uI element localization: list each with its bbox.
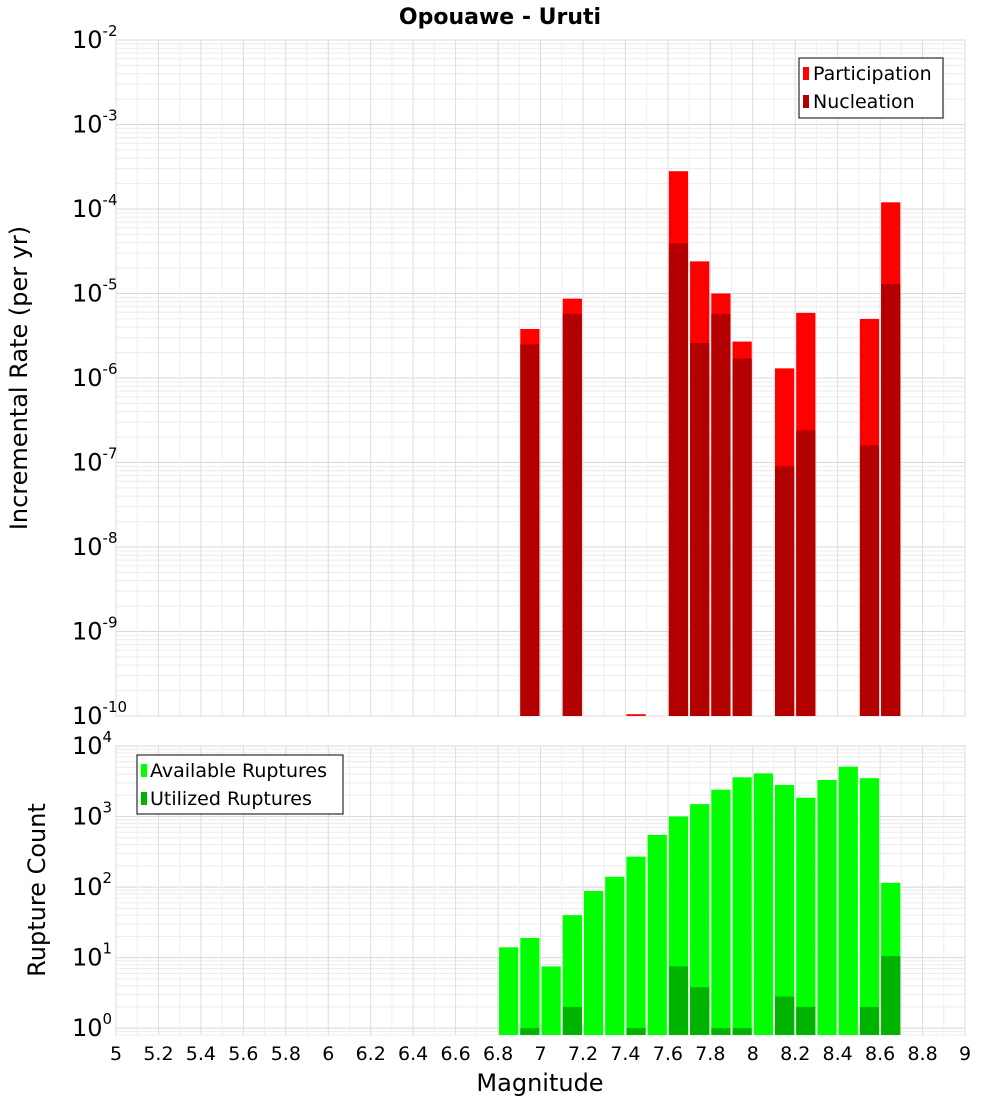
rate-legend-box xyxy=(798,57,944,119)
available-ruptures-bar xyxy=(774,784,795,1035)
utilized-ruptures-bar xyxy=(859,1006,880,1035)
x-tick-label: 8.8 xyxy=(907,1043,937,1065)
x-tick-label: 8.6 xyxy=(865,1043,895,1065)
x-tick-label: 7 xyxy=(534,1043,546,1065)
nucleation-bar xyxy=(520,344,540,716)
available-ruptures-bar xyxy=(626,856,646,1035)
available-ruptures-bar xyxy=(838,766,858,1035)
x-axis-title: Magnitude xyxy=(476,1069,603,1097)
y-tick-label: 10-2 xyxy=(72,22,118,54)
y-tick-label: 10-7 xyxy=(72,445,118,477)
nucleation-bar xyxy=(859,445,880,716)
rate-bars xyxy=(520,171,901,716)
x-tick-label: 7.8 xyxy=(695,1043,725,1065)
utilized-legend-swatch xyxy=(141,792,147,805)
utilized-ruptures-bar xyxy=(690,987,710,1035)
count-bars xyxy=(499,766,901,1035)
utilized-ruptures-bar xyxy=(626,1028,646,1035)
y-tick-label: 102 xyxy=(72,869,112,901)
utilized-ruptures-bar xyxy=(881,956,901,1035)
y-tick-label: 100 xyxy=(72,1010,112,1042)
nucleation-bar xyxy=(796,430,816,716)
rate-y-tick-labels: 10-10 10-9 10-8 10-7 10-6 10-5 10-4 10-3 10-2 xyxy=(72,22,127,730)
y-tick-label: 10-10 xyxy=(72,698,127,730)
x-tick-label: 6.4 xyxy=(398,1043,428,1065)
y-tick-label: 10-5 xyxy=(72,276,118,308)
utilized-ruptures-bar xyxy=(732,1028,752,1035)
count-legend-box xyxy=(136,754,344,815)
y-tick-label: 104 xyxy=(72,728,112,760)
rate-legend: Participation Nucleation xyxy=(798,57,944,119)
utilized-ruptures-bar xyxy=(562,1006,582,1035)
rate-y-axis-title: Incremental Rate (per yr) xyxy=(5,226,33,530)
utilized-ruptures-bar xyxy=(774,996,795,1035)
x-tick-labels: 5 5.2 5.4 5.6 5.8 6 6.2 6.4 6.6 6.8 7 7.2 7.4 7.6 7.8 8… xyxy=(110,1043,971,1065)
y-tick-label: 103 xyxy=(72,799,112,831)
available-ruptures-bar xyxy=(499,947,519,1035)
available-ruptures-bar xyxy=(647,834,667,1035)
available-ruptures-bar xyxy=(583,890,604,1035)
x-tick-label: 7.2 xyxy=(568,1043,598,1065)
count-panel: 100 101 102 103 104 Rupture Count Available … xyxy=(23,728,971,1097)
utilized-ruptures-bar xyxy=(520,1028,540,1035)
x-tick-label: 5.4 xyxy=(186,1043,216,1065)
x-tick-label: 6.6 xyxy=(440,1043,470,1065)
x-tick-label: 6 xyxy=(322,1043,334,1065)
y-tick-label: 10-6 xyxy=(72,360,118,392)
x-tick-label: 5.6 xyxy=(228,1043,258,1065)
x-tick-label: 7.6 xyxy=(653,1043,683,1065)
x-tick-label: 6.8 xyxy=(483,1043,513,1065)
utilized-ruptures-bar xyxy=(668,966,689,1035)
x-tick-label: 9 xyxy=(959,1043,971,1065)
rate-panel: 10-10 10-9 10-8 10-7 10-6 10-5 10-4 10-3 10-2 In… xyxy=(5,22,966,730)
available-ruptures-bar xyxy=(732,777,752,1035)
available-ruptures-bar xyxy=(541,966,561,1035)
available-ruptures-bar xyxy=(817,779,837,1035)
x-tick-label: 6.2 xyxy=(356,1043,386,1065)
utilized-ruptures-bar xyxy=(711,1028,731,1035)
count-legend: Available Ruptures Utilized Ruptures xyxy=(136,754,344,815)
available-ruptures-bar xyxy=(562,915,582,1035)
rate-gridlines xyxy=(115,39,966,717)
y-tick-label: 10-3 xyxy=(72,107,118,139)
nucleation-bar xyxy=(881,283,901,716)
available-ruptures-bar xyxy=(753,773,773,1035)
available-ruptures-bar xyxy=(605,876,625,1035)
x-tick-label: 5 xyxy=(110,1043,122,1065)
y-tick-label: 101 xyxy=(72,940,112,972)
available-ruptures-bar xyxy=(859,778,880,1035)
available-legend-label: Available Ruptures xyxy=(150,760,327,782)
x-tick-label: 5.8 xyxy=(271,1043,301,1065)
x-tick-label: 5.2 xyxy=(143,1043,173,1065)
nucleation-bar xyxy=(562,314,582,716)
utilized-legend-label: Utilized Ruptures xyxy=(150,788,312,810)
available-ruptures-bar xyxy=(796,797,816,1035)
x-tick-label: 7.4 xyxy=(610,1043,640,1065)
count-y-axis-title: Rupture Count xyxy=(23,803,51,977)
y-tick-label: 10-9 xyxy=(72,614,118,646)
nucleation-bar xyxy=(668,243,689,716)
chart-title: Opouawe - Uruti xyxy=(399,5,601,30)
nucleation-bar xyxy=(732,358,752,716)
nucleation-bar xyxy=(690,342,710,716)
nucleation-bar xyxy=(774,466,795,716)
participation-legend-label: Participation xyxy=(813,63,932,85)
available-ruptures-bar xyxy=(690,804,710,1035)
available-legend-swatch xyxy=(141,764,147,777)
count-y-tick-labels: 100 101 102 103 104 xyxy=(72,728,112,1042)
nucleation-legend-label: Nucleation xyxy=(813,91,915,113)
participation-bar xyxy=(626,714,646,716)
utilized-ruptures-bar xyxy=(796,1006,816,1035)
nucleation-legend-swatch xyxy=(803,95,809,108)
y-tick-label: 10-8 xyxy=(72,529,118,561)
x-tick-label: 8.2 xyxy=(780,1043,810,1065)
participation-legend-swatch xyxy=(803,67,809,80)
y-tick-label: 10-4 xyxy=(72,191,118,223)
x-tick-label: 8 xyxy=(747,1043,759,1065)
x-tick-label: 8.4 xyxy=(823,1043,853,1065)
available-ruptures-bar xyxy=(520,937,540,1035)
nucleation-bar xyxy=(711,314,731,716)
available-ruptures-bar xyxy=(711,789,731,1035)
